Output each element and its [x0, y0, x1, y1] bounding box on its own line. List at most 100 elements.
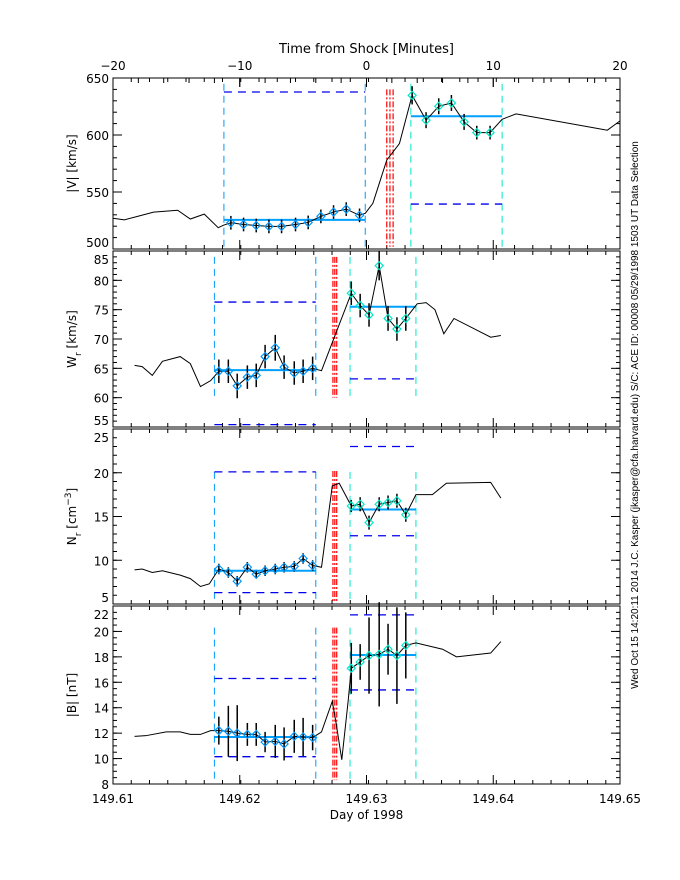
pre-data-point	[289, 368, 300, 378]
top-tick-label: 0	[363, 59, 371, 73]
pre-data-point	[260, 351, 270, 362]
pre-data-point	[298, 366, 308, 377]
pre-data-point	[213, 725, 224, 736]
bottom-tick-label: 149.65	[599, 792, 641, 806]
panel-3: 5 10 15 20 25 Nr [cm−3]	[64, 428, 621, 605]
post-data-point	[364, 517, 374, 528]
pre-data-point	[251, 220, 262, 231]
y-tick-label: 15	[94, 511, 109, 525]
y-tick-label: 18	[94, 651, 109, 665]
pre-data-point	[341, 204, 352, 214]
pre-data-point	[232, 576, 243, 587]
y-axis-title-sub: r	[74, 352, 84, 356]
pre-data-point	[303, 217, 314, 228]
y-axis-title-sup: −3	[64, 492, 74, 505]
y-axis-title-after: [cm	[65, 506, 79, 533]
bottom-tick-label: 149.64	[472, 792, 514, 806]
pre-data-point	[298, 553, 308, 564]
y-tick-label: 60	[94, 392, 109, 406]
y-tick-label: 550	[86, 186, 109, 200]
pre-data-point	[289, 561, 300, 572]
pre-data-point	[307, 732, 318, 743]
post-data-point	[374, 499, 385, 510]
post-data-point	[346, 288, 357, 299]
pre-data-point	[264, 221, 274, 232]
pre-data-point	[232, 728, 243, 738]
pre-data-point	[213, 564, 224, 574]
y-tick-label: 10	[94, 554, 109, 568]
y-tick-label: 10	[94, 753, 109, 767]
y-axis-title: |B| [nT]	[65, 673, 79, 717]
pre-data-point	[290, 219, 301, 230]
post-data-point	[471, 127, 482, 138]
pre-data-point	[251, 370, 262, 381]
bottom-tick-label: 149.62	[219, 792, 261, 806]
side-annotation: Wed Oct 15 14:20:11 2014 J.C. Kasper (jk…	[630, 141, 641, 689]
y-tick-label: 12	[94, 727, 109, 741]
post-data-point	[446, 98, 457, 108]
post-data-point	[459, 117, 469, 127]
post-data-point	[383, 497, 393, 508]
pre-data-point	[242, 729, 253, 740]
y-tick-label: 85	[94, 253, 109, 267]
pre-data-point	[242, 562, 253, 573]
pre-data-point	[270, 736, 281, 747]
post-data-point	[392, 650, 402, 661]
pre-data-point	[223, 366, 234, 377]
y-axis-title-main: |V| [km/s]	[65, 134, 79, 192]
y-tick-label: 20	[94, 467, 109, 481]
y-axis-title: |V| [km/s]	[65, 134, 79, 192]
pre-data-point	[328, 207, 339, 217]
post-data-point	[355, 499, 366, 510]
pre-data-point	[251, 729, 262, 740]
bottom-tick-label: 149.63	[346, 792, 388, 806]
post-data-point	[433, 101, 444, 112]
post-data-point	[364, 310, 374, 320]
pre-data-point	[289, 731, 300, 742]
post-data-point	[421, 115, 431, 126]
pre-data-point	[279, 562, 289, 573]
y-tick-label: 14	[94, 702, 109, 716]
pre-data-point	[260, 737, 270, 747]
pre-data-point	[276, 221, 287, 232]
panel-frame	[112, 77, 621, 250]
pre-data-point	[279, 739, 289, 749]
pre-data-point	[270, 342, 281, 353]
y-axis-title: Wr [km/s]	[65, 310, 84, 368]
pre-data-point	[298, 732, 308, 742]
bottom-tick-label: 149.61	[92, 792, 134, 806]
y-tick-label: 16	[94, 676, 109, 690]
top-tick-label: 20	[612, 59, 627, 73]
top-tick-label: −20	[100, 59, 125, 73]
y-tick-label: 80	[94, 274, 109, 288]
top-tick-label: −10	[227, 59, 252, 73]
bottom-axis-title: Day of 1998	[330, 808, 403, 822]
top-tick-label: 10	[486, 59, 501, 73]
post-data-point	[355, 300, 366, 311]
pre-data-point	[316, 211, 326, 222]
y-axis-title-main: |B| [nT]	[65, 673, 79, 717]
y-tick-label: 65	[94, 362, 109, 376]
y-tick-label: 5	[101, 591, 109, 605]
pre-data-point	[242, 372, 253, 382]
y-tick-label: 25	[94, 431, 109, 445]
panel-frame	[112, 250, 621, 428]
series-line	[134, 265, 501, 388]
pre-data-point	[270, 564, 281, 574]
pre-data-point	[279, 362, 289, 373]
series-line	[112, 94, 621, 229]
pre-data-point	[223, 567, 234, 578]
post-data-point	[383, 313, 393, 324]
post-data-point	[374, 649, 385, 660]
y-tick-label: 600	[86, 129, 109, 143]
post-data-point	[392, 324, 402, 334]
y-tick-label: 650	[86, 72, 109, 86]
post-data-point	[400, 313, 411, 324]
post-data-point	[392, 495, 402, 506]
series-line	[134, 481, 502, 588]
y-tick-label: 75	[94, 304, 109, 318]
pre-data-point	[213, 366, 224, 377]
panel-4: 8 10 12 14 16 18 20 22 |B| [nT]	[65, 602, 621, 792]
pre-data-point	[260, 565, 270, 576]
